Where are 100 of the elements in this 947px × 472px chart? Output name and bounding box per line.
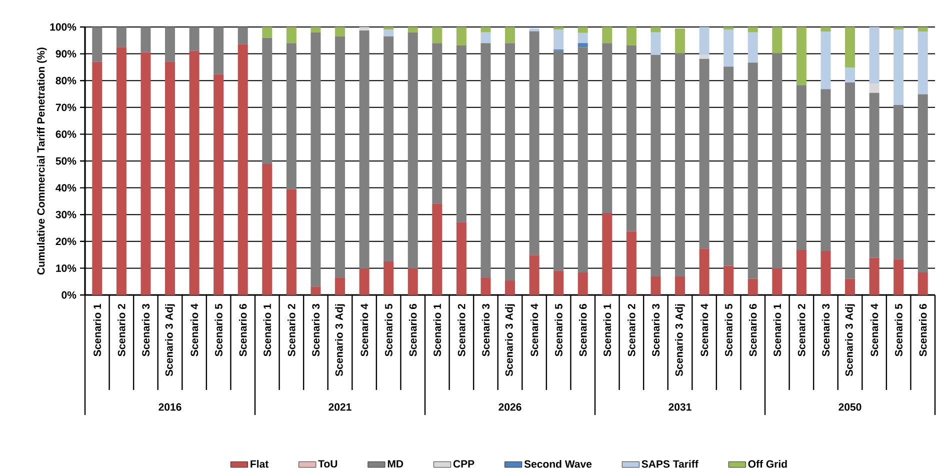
bar [432, 204, 442, 295]
bar [578, 272, 588, 295]
bar [480, 43, 491, 278]
x-tick-label: Scenario 6 [579, 304, 587, 356]
x-tick-label: Scenario 1 [603, 304, 612, 356]
x-tick-label: Scenario 3 [312, 304, 320, 356]
bar [748, 278, 758, 295]
bar [384, 36, 394, 262]
bar [772, 268, 782, 295]
x-tick-label: Scenario 3 [482, 304, 490, 356]
bar [772, 27, 782, 54]
bar [189, 50, 200, 295]
bar [262, 38, 272, 164]
y-tick-label: 50% [56, 157, 76, 165]
bar [140, 27, 151, 52]
x-tick-label: Scenario 5 [554, 304, 562, 356]
bar [310, 27, 321, 32]
bar [675, 276, 686, 295]
y-tick-label: 60% [56, 130, 76, 138]
bar [602, 43, 612, 213]
bar [238, 27, 248, 44]
bar [699, 54, 710, 59]
y-tick-label: 90% [56, 50, 76, 58]
bar [796, 27, 806, 86]
bar [505, 280, 516, 295]
legend-label: Second Wave [524, 460, 592, 468]
bar [724, 27, 734, 30]
text: 2050 [838, 403, 862, 411]
bar [602, 27, 612, 44]
bar [335, 278, 346, 295]
legend-label: SAPS Tariff [642, 460, 698, 468]
bar [554, 270, 564, 295]
bar [724, 30, 734, 67]
bar [529, 28, 540, 32]
bar [456, 222, 466, 295]
bar [845, 278, 856, 295]
x-tick-label: Scenario 1 [263, 304, 272, 356]
x-tick-label: Scenario 1 [433, 304, 442, 356]
bar [456, 27, 466, 46]
legend-label: MD [388, 460, 404, 468]
bar [918, 32, 928, 94]
x-tick-label: Scenario 1 [773, 304, 782, 356]
bar [286, 189, 296, 295]
text: 2031 [668, 403, 692, 411]
x-tick-label: Scenario 2 [798, 304, 806, 356]
x-tick-label: Scenario 4 [870, 304, 878, 356]
bar [262, 164, 272, 295]
y-tick-label: 100% [50, 23, 76, 31]
bar [918, 27, 928, 32]
x-tick-label: Scenario 3 [652, 304, 660, 356]
bar [116, 27, 126, 48]
bar [845, 68, 856, 82]
x-tick-label: Scenario 6 [919, 304, 927, 356]
bar [554, 27, 564, 30]
bar [699, 27, 710, 55]
bar [335, 36, 346, 278]
bar [286, 43, 296, 190]
legend-label: Off Grid [748, 460, 787, 468]
bar [820, 27, 831, 32]
bar [432, 43, 442, 204]
bar [140, 52, 151, 295]
bar [578, 32, 588, 44]
bar [214, 74, 224, 295]
y-tick-label: 40% [56, 184, 76, 192]
x-tick-label: Scenario 6 [239, 304, 247, 356]
bar [505, 27, 516, 44]
bar [650, 32, 661, 55]
bar [650, 27, 661, 32]
bar [578, 43, 588, 48]
bar [918, 94, 928, 272]
bar [626, 27, 636, 46]
bar [359, 27, 370, 30]
bar [748, 62, 758, 279]
bar [869, 84, 880, 93]
text: 2026 [498, 403, 522, 411]
bar [554, 50, 564, 271]
bar [724, 66, 734, 266]
bar [214, 27, 224, 74]
bar [894, 259, 904, 295]
bar [359, 268, 370, 295]
y-tick-label: 70% [56, 104, 76, 112]
bar [869, 92, 880, 258]
bar [92, 27, 102, 62]
x-tick-label: Scenario 5 [724, 304, 732, 356]
bar [286, 27, 296, 44]
bar [384, 262, 394, 295]
x-tick-label: Scenario 4 [360, 304, 368, 356]
y-tick-label: 80% [56, 76, 76, 84]
bar [480, 32, 491, 44]
bar [554, 30, 564, 50]
bar [820, 251, 831, 295]
x-tick-label: Scenario 3 [142, 304, 150, 356]
bar [92, 62, 102, 295]
bar [480, 27, 491, 32]
legend-label: ToU [318, 460, 338, 468]
bar [165, 27, 176, 62]
bar [529, 255, 540, 295]
bar [408, 27, 418, 32]
bar [918, 272, 928, 295]
y-tick-label: 20% [56, 238, 76, 246]
